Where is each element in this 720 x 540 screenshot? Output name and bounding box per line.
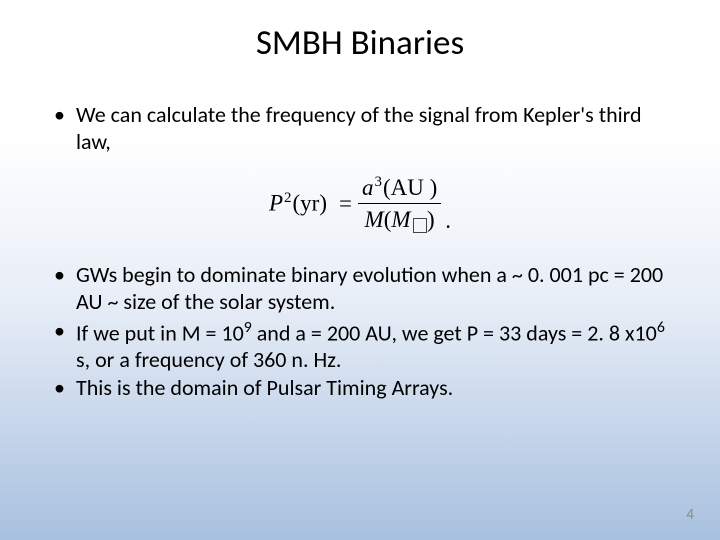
bullet-list-lower: GWs begin to dominate binary evolution w…	[48, 262, 672, 402]
b3-pre: If we put in M = 10	[76, 319, 244, 346]
var-a: a	[362, 175, 374, 200]
unit-au: (AU )	[383, 175, 437, 200]
fraction-bar	[358, 203, 441, 204]
slide-title: SMBH Binaries	[0, 0, 720, 64]
bullet-2: GWs begin to dominate binary evolution w…	[48, 262, 672, 316]
var-P: P	[269, 191, 283, 216]
b3-exp2: 6	[657, 318, 665, 337]
bullet-list-upper: We can calculate the frequency of the si…	[48, 102, 672, 156]
formula-block: P2(yr) = a3(AU ) M(M) .	[48, 174, 672, 234]
content-area: We can calculate the frequency of the si…	[0, 64, 720, 402]
var-M1: M	[365, 207, 384, 232]
var-M2: M	[391, 207, 410, 232]
sun-symbol-icon	[413, 218, 427, 232]
unit-yr: (yr)	[293, 191, 327, 216]
b3-exp1: 9	[244, 318, 252, 337]
b3-mid: and a = 200 AU, we get P = 33 days = 2. …	[252, 319, 657, 346]
kepler-formula: P2(yr) = a3(AU ) M(M) .	[269, 174, 451, 234]
exp-3: 3	[374, 174, 381, 190]
fraction: a3(AU ) M(M)	[358, 174, 441, 234]
equals-sign: =	[339, 191, 352, 217]
formula-period: .	[445, 208, 451, 234]
bullet-3: If we put in M = 109 and a = 200 AU, we …	[48, 318, 672, 374]
paren-close: )	[427, 207, 435, 232]
bullet-4: This is the domain of Pulsar Timing Arra…	[48, 375, 672, 402]
exp-2: 2	[284, 190, 291, 206]
numerator: a3(AU )	[358, 174, 441, 202]
page-number: 4	[686, 506, 694, 524]
bullet-1: We can calculate the frequency of the si…	[48, 102, 672, 156]
b3-post: s, or a frequency of 360 n. Hz.	[76, 346, 341, 373]
denominator: M(M)	[361, 206, 439, 234]
